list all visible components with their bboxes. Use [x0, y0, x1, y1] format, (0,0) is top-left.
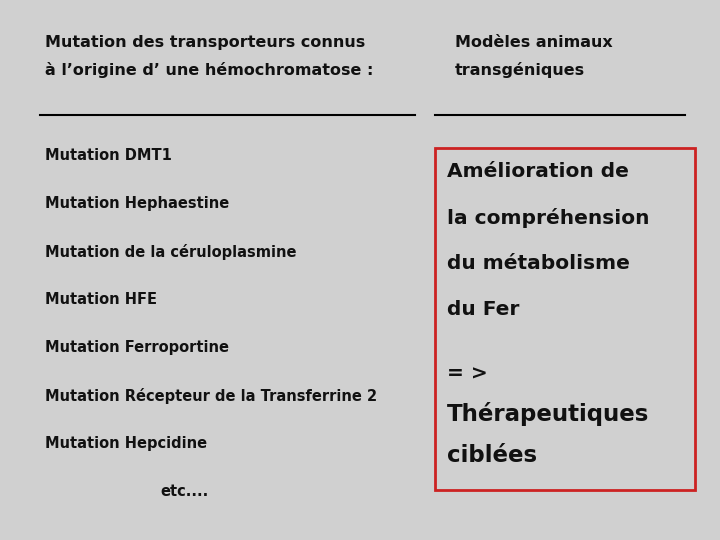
Text: Mutation de la céruloplasmine: Mutation de la céruloplasmine	[45, 244, 297, 260]
Bar	[435, 148, 695, 490]
Text: Mutation Récepteur de la Transferrine 2: Mutation Récepteur de la Transferrine 2	[45, 388, 377, 404]
Text: à l’origine d’ une hémochromatose :: à l’origine d’ une hémochromatose :	[45, 62, 374, 78]
Text: ciblées: ciblées	[447, 444, 537, 467]
Text: du métabolisme: du métabolisme	[447, 254, 630, 273]
Text: transgéniques: transgéniques	[455, 62, 585, 78]
Text: la compréhension: la compréhension	[447, 208, 649, 228]
Text: Mutation Ferroportine: Mutation Ferroportine	[45, 340, 229, 355]
Text: = >: = >	[447, 364, 487, 383]
Text: Thérapeutiques: Thérapeutiques	[447, 402, 649, 426]
Text: du Fer: du Fer	[447, 300, 519, 319]
Text: Modèles animaux: Modèles animaux	[455, 35, 613, 50]
Text: Amélioration de: Amélioration de	[447, 162, 629, 181]
Text: Mutation DMT1: Mutation DMT1	[45, 148, 172, 163]
Text: Mutation Hepcidine: Mutation Hepcidine	[45, 436, 207, 451]
Text: etc....: etc....	[160, 484, 208, 499]
Text: Mutation Hephaestine: Mutation Hephaestine	[45, 196, 229, 211]
Text: Mutation des transporteurs connus: Mutation des transporteurs connus	[45, 35, 365, 50]
Text: Mutation HFE: Mutation HFE	[45, 292, 157, 307]
